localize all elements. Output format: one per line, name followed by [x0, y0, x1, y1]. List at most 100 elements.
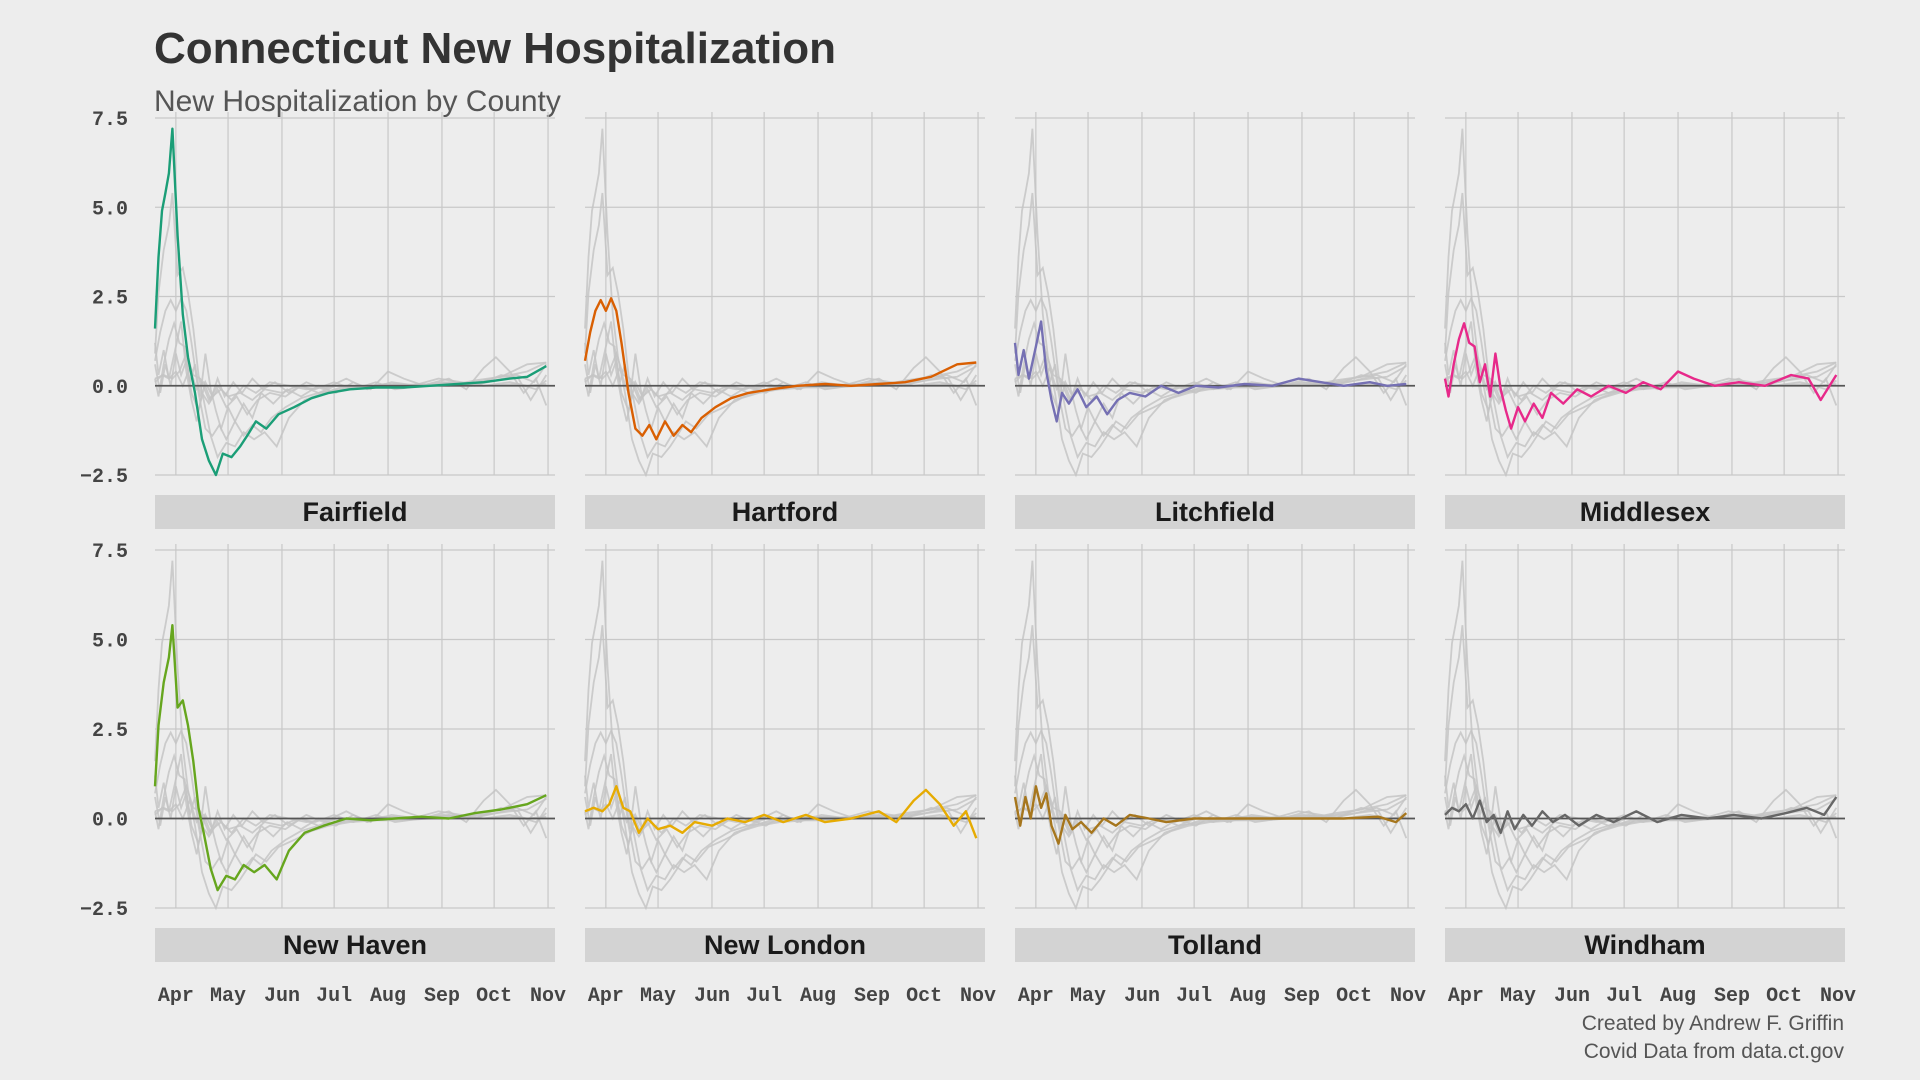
background-series-line: [584, 320, 978, 432]
facet-label-litchfield: Litchfield: [1155, 497, 1275, 527]
background-series-line: [154, 728, 547, 875]
series-line-hartford: [583, 297, 977, 441]
background-series-line: [1014, 560, 1407, 911]
background-series-line: [584, 560, 977, 911]
x-tick-label: Sep: [1714, 985, 1750, 1008]
background-series-line: [1444, 728, 1837, 875]
y-tick-label: 2.5: [92, 720, 128, 743]
x-tick-label: Jun: [694, 985, 730, 1008]
facet-label-new-haven: New Haven: [283, 930, 427, 960]
facet-label-new-london: New London: [704, 930, 866, 960]
x-tick-label: Jul: [1176, 985, 1212, 1008]
background-series-line: [1014, 625, 1407, 893]
x-tick-label: Sep: [424, 985, 460, 1008]
x-tick-label: Oct: [1336, 985, 1372, 1008]
background-series-line: [1444, 752, 1838, 865]
background-series-line: [1444, 625, 1837, 893]
caption-source: Covid Data from data.ct.gov: [1583, 1040, 1844, 1063]
x-tick-label: May: [210, 985, 246, 1008]
background-series-line: [1014, 753, 1407, 855]
facet-label-fairfield: Fairfield: [302, 497, 407, 527]
x-tick-label: May: [1070, 985, 1106, 1008]
background-series-line: [1014, 192, 1407, 460]
x-tick-label: Apr: [158, 985, 194, 1008]
background-series-line: [584, 128, 977, 478]
x-tick-label: May: [640, 985, 676, 1008]
y-tick-label: −2.5: [80, 466, 128, 489]
background-series-line: [584, 192, 977, 460]
series-line-new-haven: [153, 624, 547, 892]
background-series-line: [154, 321, 547, 422]
background-series-line: [584, 321, 977, 422]
background-series-line: [584, 728, 977, 875]
series-line-windham: [1444, 796, 1838, 834]
background-series-line: [1444, 753, 1837, 855]
x-tick-label: Sep: [1284, 985, 1320, 1008]
y-tick-label: 0.0: [92, 810, 128, 833]
background-series-line: [1014, 752, 1408, 865]
series-line-fairfield: [153, 127, 547, 477]
background-series-line: [154, 295, 547, 442]
background-series-line: [1014, 728, 1407, 875]
background-series-line: [584, 752, 978, 865]
facet-strip-fairfield: [155, 495, 555, 529]
background-series-line: [1444, 295, 1837, 442]
background-series-line: [584, 753, 977, 855]
background-series-line: [1014, 128, 1407, 478]
facet-strip-hartford: [585, 495, 985, 529]
x-tick-label: Jul: [746, 985, 782, 1008]
x-tick-label: May: [1500, 985, 1536, 1008]
x-tick-label: Nov: [1820, 985, 1856, 1008]
y-tick-label: 2.5: [92, 288, 128, 311]
background-series-line: [1014, 320, 1408, 432]
background-series-line: [154, 320, 548, 432]
facet-strip-tolland: [1015, 928, 1415, 962]
y-tick-label: 5.0: [92, 198, 128, 221]
y-tick-label: 7.5: [92, 541, 128, 564]
series-line-tolland: [1013, 785, 1408, 845]
series-line-middlesex: [1443, 322, 1838, 430]
facet-label-hartford: Hartford: [732, 497, 839, 527]
facet-label-tolland: Tolland: [1168, 930, 1262, 960]
series-line-new-london: [584, 785, 978, 839]
x-tick-label: Oct: [476, 985, 512, 1008]
x-tick-label: Oct: [906, 985, 942, 1008]
background-series-line: [1444, 192, 1837, 460]
x-tick-label: Sep: [854, 985, 890, 1008]
x-tick-label: Aug: [1230, 985, 1266, 1008]
background-series-line: [584, 625, 977, 893]
background-series-line: [154, 796, 548, 836]
y-tick-label: 5.0: [92, 631, 128, 654]
x-tick-label: Nov: [530, 985, 566, 1008]
facet-strip-new-london: [585, 928, 985, 962]
facet-label-middlesex: Middlesex: [1580, 497, 1711, 527]
y-tick-label: 7.5: [92, 109, 128, 132]
chart-title: Connecticut New Hospitalization: [154, 24, 837, 73]
facet-strip-litchfield: [1015, 495, 1415, 529]
x-tick-label: Jun: [1554, 985, 1590, 1008]
facet-strip-windham: [1445, 928, 1845, 962]
x-tick-label: Aug: [800, 985, 836, 1008]
background-series-line: [1444, 128, 1837, 478]
x-tick-label: Nov: [960, 985, 996, 1008]
x-tick-label: Nov: [1390, 985, 1426, 1008]
y-tick-label: −2.5: [80, 899, 128, 922]
background-series-line: [1014, 295, 1407, 442]
x-tick-label: Apr: [1018, 985, 1054, 1008]
chart-caption: Created by Andrew F. Griffin Covid Data …: [1582, 1010, 1844, 1066]
x-tick-label: Jun: [264, 985, 300, 1008]
x-tick-label: Jun: [1124, 985, 1160, 1008]
facet-strip-new-haven: [155, 928, 555, 962]
x-tick-label: Oct: [1766, 985, 1802, 1008]
x-tick-label: Apr: [1448, 985, 1484, 1008]
x-tick-label: Jul: [1606, 985, 1642, 1008]
series-line-litchfield: [1013, 320, 1407, 423]
background-series-line: [1444, 560, 1837, 911]
x-tick-label: Aug: [370, 985, 406, 1008]
background-series-line: [154, 560, 547, 911]
background-series-line: [1444, 321, 1837, 422]
background-series-line: [154, 192, 547, 460]
x-tick-label: Jul: [316, 985, 352, 1008]
